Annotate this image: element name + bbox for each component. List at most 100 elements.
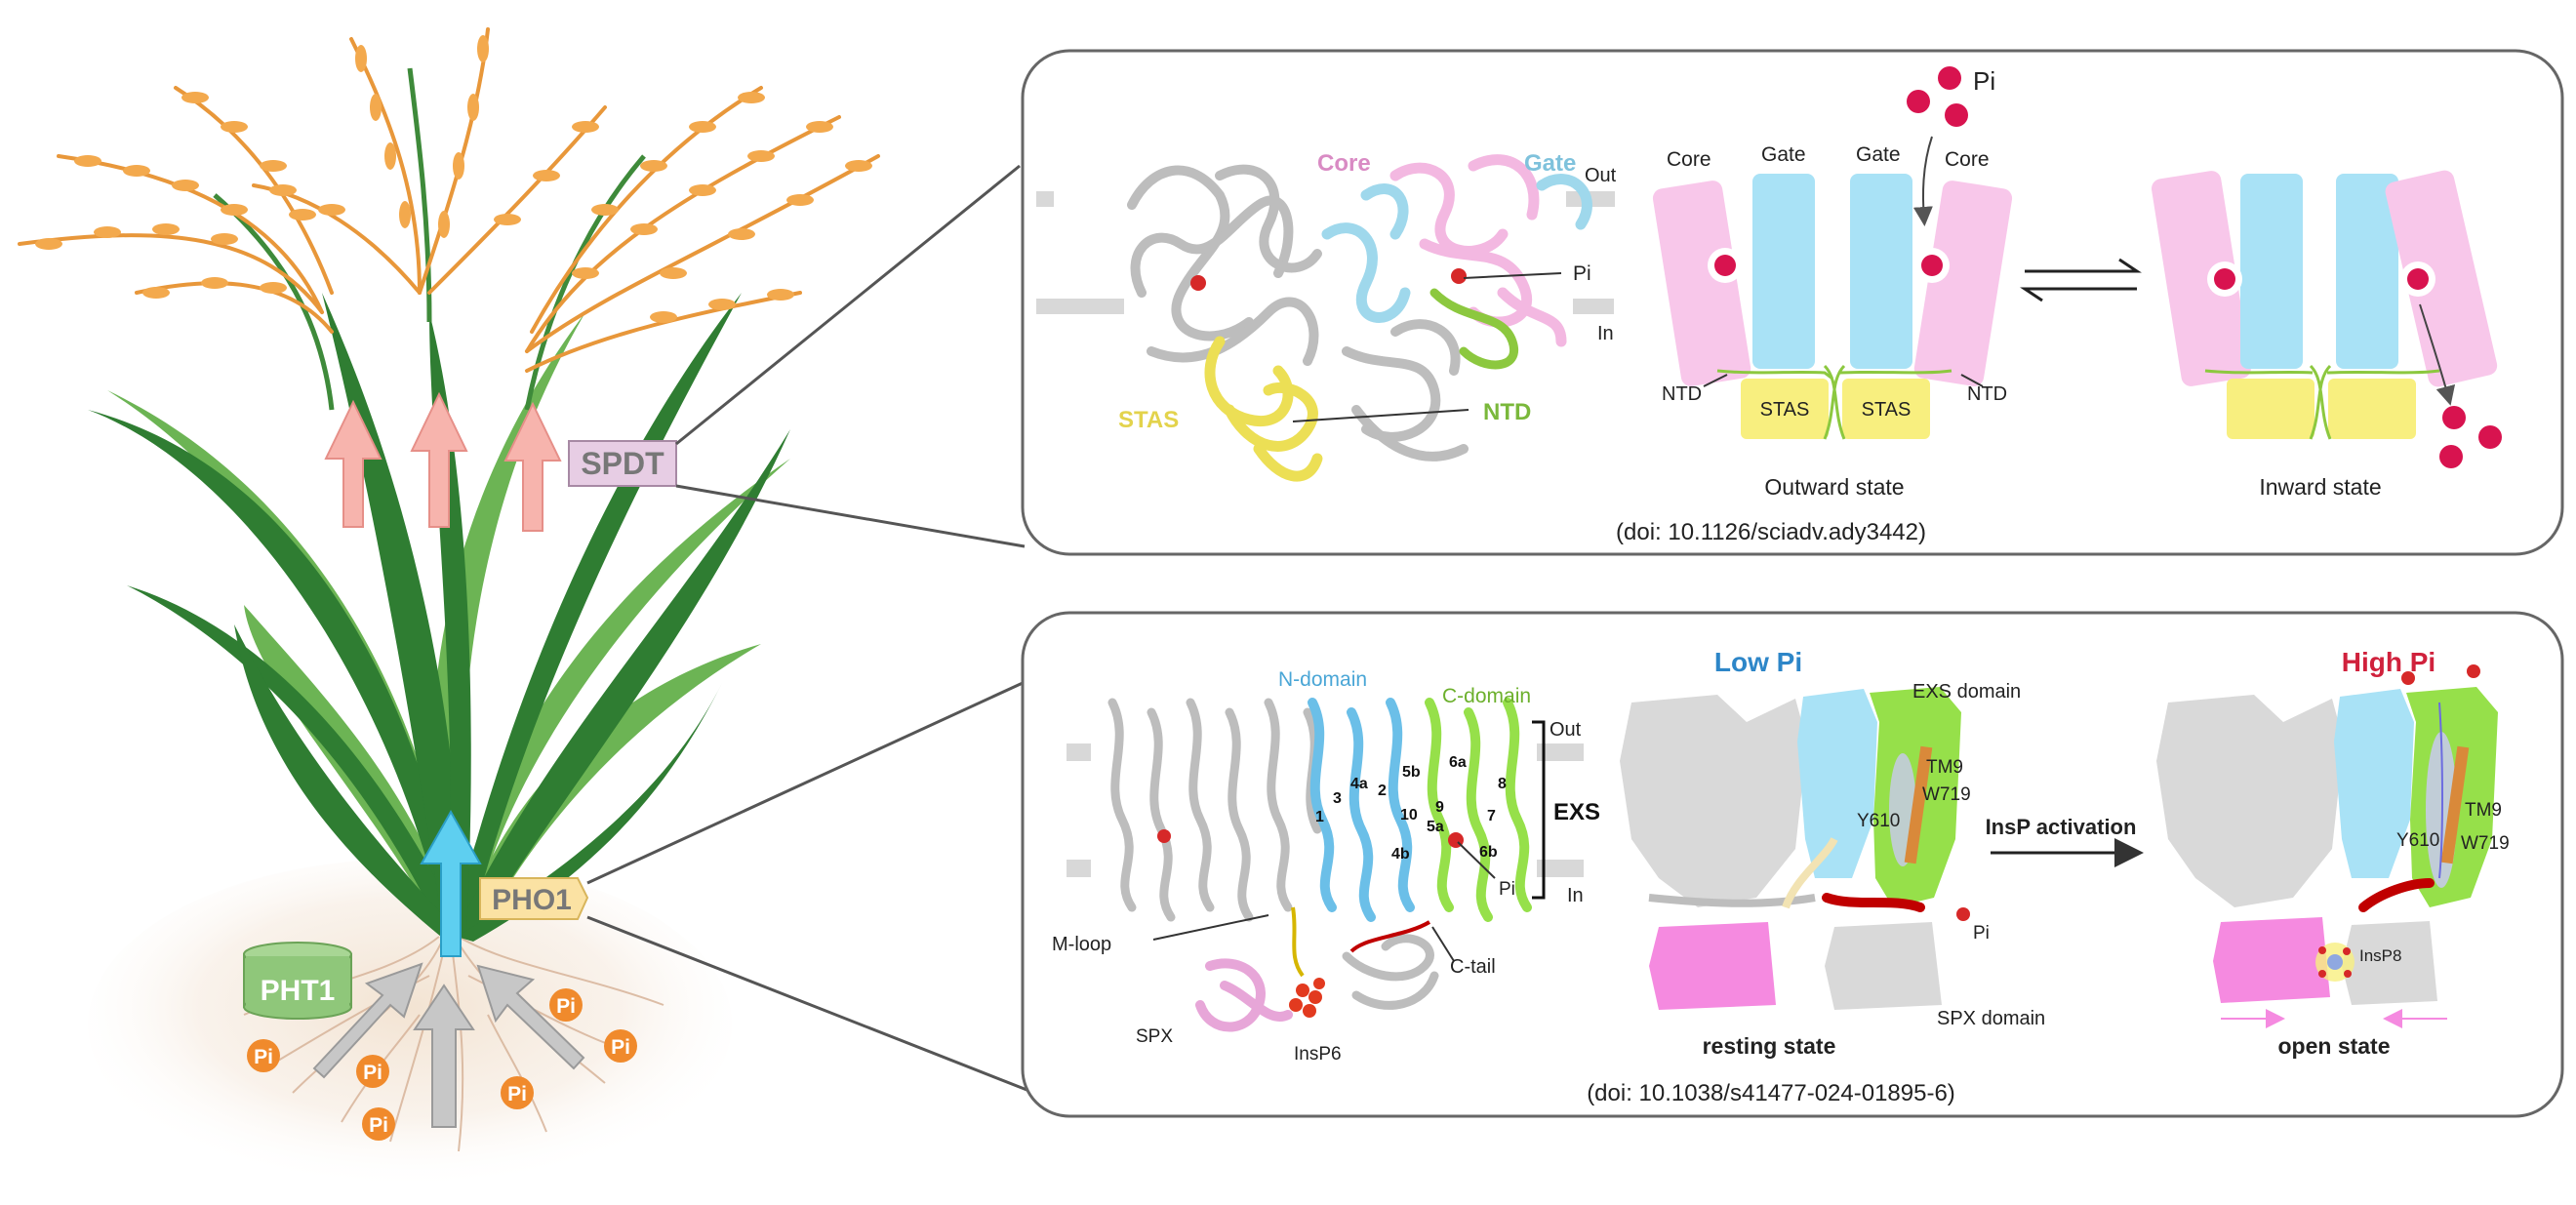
- pho1-spx-label: SPX: [1136, 1026, 1173, 1047]
- pho1-insp6-label: InsP6: [1294, 1044, 1342, 1064]
- svg-text:10: 10: [1400, 807, 1418, 823]
- pi-badge: Pi: [549, 988, 583, 1022]
- spdt-grey-protomer: [1127, 164, 1469, 462]
- grain-transport-arrows: [324, 391, 562, 532]
- outward-pi-label: Pi: [1973, 66, 1995, 96]
- outward-ntd-left-label: NTD: [1662, 383, 1702, 405]
- low-exs-domain-label: EXS domain: [1912, 681, 2021, 703]
- outward-stas-left-label: STAS: [1760, 399, 1810, 421]
- resting-state-caption: resting state: [1703, 1033, 1836, 1059]
- insp-activation-arrow: InsP activation: [1986, 815, 2144, 867]
- high-insp8: [2315, 943, 2355, 982]
- svg-text:Pi: Pi: [254, 1046, 273, 1068]
- high-tm9-helix: [2440, 745, 2470, 864]
- pi-ion: [2442, 406, 2466, 429]
- inward-core-right: [2385, 170, 2498, 387]
- spdt-ntd-label: NTD: [1483, 399, 1531, 425]
- pi-ion: [1945, 103, 1968, 127]
- rice-grains: [35, 35, 872, 323]
- spdt-gate-domain: [1321, 174, 1592, 323]
- pho1-grey-protomer: [1107, 698, 1439, 1010]
- exs-bracket: [1532, 720, 1546, 900]
- high-n-domain: [2334, 689, 2414, 878]
- spdt-gate-label: Gate: [1524, 150, 1576, 177]
- svg-text:1: 1: [1315, 809, 1324, 825]
- high-pi-ion: [2467, 664, 2480, 678]
- pho1-structure: 1 2 3 4a 4b 5a 5b 6a 6b 7 8 9 10 N-domai…: [1052, 668, 1600, 1064]
- low-tm9-helix: [1904, 745, 1933, 864]
- outward-core-right: [1913, 181, 2013, 386]
- spdt-core-label: Core: [1317, 150, 1371, 177]
- outward-gate-left: [1752, 174, 1815, 369]
- svg-text:2: 2: [1378, 783, 1387, 799]
- low-spx-domain: [1649, 922, 1776, 1010]
- low-pi-label: Pi: [1973, 923, 1990, 944]
- svg-text:4a: 4a: [1350, 776, 1368, 792]
- insp-activation-label: InsP activation: [1986, 815, 2137, 839]
- low-y610-label: Y610: [1857, 811, 1900, 831]
- outward-stas-right: [1842, 379, 1930, 439]
- rice-panicles: [18, 27, 880, 373]
- pi-badge: Pi: [356, 1055, 389, 1088]
- pho1-c-domain: [1425, 698, 1532, 922]
- svg-text:8: 8: [1498, 776, 1507, 792]
- svg-text:6a: 6a: [1449, 754, 1467, 771]
- pho1-insp6: [1289, 978, 1325, 1018]
- svg-text:Pi: Pi: [363, 1062, 382, 1084]
- rice-plant-illustration: PHT1 PHO1 SPDT Pi Pi Pi Pi Pi Pi: [18, 27, 880, 1190]
- pi-badge: Pi: [247, 1039, 280, 1072]
- outward-stas-right-label: STAS: [1862, 399, 1912, 421]
- high-insp8-label: InsP8: [2359, 946, 2401, 965]
- inward-state-caption: Inward state: [2259, 474, 2381, 500]
- outward-state-diagram: Pi Core Gate Gate Core NTD NTD STAS STAS…: [1652, 66, 2013, 500]
- low-w719-label: W719: [1922, 784, 1971, 805]
- inward-stas-right: [2328, 379, 2416, 439]
- low-tm9-label: TM9: [1926, 757, 1963, 778]
- pho1-out-label: Out: [1550, 719, 1582, 741]
- pi-ion: [2439, 445, 2463, 468]
- inward-pi-site-right: [2407, 268, 2429, 290]
- pho1-exs-label: EXS: [1553, 799, 1600, 825]
- spdt-pi-site-grey: [1190, 275, 1206, 291]
- inward-gate-right: [2336, 174, 2398, 369]
- low-pi-ion: [1956, 907, 1970, 921]
- spdt-pi-label: Pi: [1573, 262, 1591, 285]
- high-c-tail: [2358, 878, 2435, 912]
- svg-text:5b: 5b: [1402, 764, 1421, 781]
- svg-text:4b: 4b: [1391, 846, 1410, 863]
- pink-arrow-middle: [410, 391, 468, 528]
- low-grey-protomer: [1620, 695, 1807, 907]
- pho1-panel: 1 2 3 4a 4b 5a 5b 6a 6b 7 8 9 10 N-domai…: [1021, 611, 2564, 1118]
- pho1-label: PHO1: [492, 884, 572, 916]
- outward-pi-site-right: [1921, 255, 1943, 276]
- inward-stas-left: [2227, 379, 2314, 439]
- pho1-m-loop-label: M-loop: [1052, 934, 1111, 955]
- pho1-pi-label: Pi: [1499, 879, 1515, 900]
- svg-text:3: 3: [1333, 790, 1342, 807]
- spdt-in-label: In: [1597, 323, 1614, 344]
- pho1-pi-site-grey: [1157, 829, 1171, 843]
- svg-text:Pi: Pi: [369, 1114, 388, 1137]
- pho1-c-domain-label: C-domain: [1442, 685, 1531, 707]
- pho1-n-domain-label: N-domain: [1278, 668, 1367, 691]
- soil-patch: [88, 859, 732, 1190]
- spdt-doi: (doi: 10.1126/sciadv.ady3442): [1616, 519, 1926, 545]
- spdt-label: SPDT: [581, 446, 664, 481]
- pho1-n-domain: [1308, 698, 1415, 922]
- pht1-label: PHT1: [261, 975, 336, 1007]
- pho1-in-label: In: [1567, 885, 1584, 906]
- pho1-c-tail-label: C-tail: [1450, 956, 1496, 978]
- outward-pi-site-left: [1714, 255, 1736, 276]
- spdt-tag: SPDT: [568, 440, 677, 487]
- high-w719-label: W719: [2461, 833, 2510, 854]
- high-spx-domain: [2213, 917, 2330, 1003]
- high-y610-label: Y610: [2396, 830, 2439, 851]
- spdt-pi-site: [1451, 268, 1467, 284]
- low-n-domain: [1797, 689, 1877, 878]
- pi-ion: [2478, 425, 2502, 449]
- open-state-caption: open state: [2277, 1033, 2390, 1059]
- pho1-c-tail: [1349, 920, 1431, 953]
- panicle-stems: [213, 67, 646, 411]
